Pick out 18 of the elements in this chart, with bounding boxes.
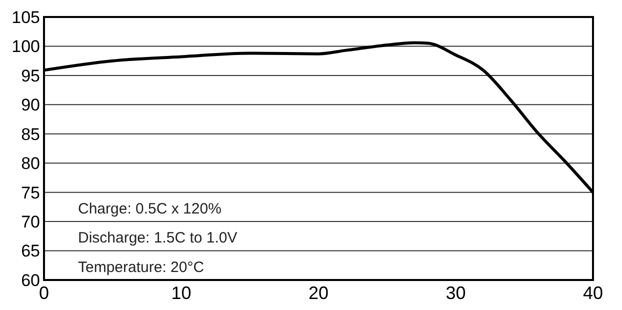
y-tick-label: 105 — [12, 8, 40, 27]
x-tick-label: 20 — [308, 283, 329, 303]
x-tick-label: 30 — [446, 283, 466, 303]
annotation: Discharge: 1.5C to 1.0V — [78, 230, 238, 247]
y-tick-label: 60 — [21, 270, 40, 290]
y-tick-label: 70 — [21, 212, 40, 232]
y-tick-label: 75 — [21, 183, 40, 202]
y-tick-label: 95 — [21, 66, 40, 86]
y-tick-label: 85 — [21, 124, 40, 144]
y-tick-label: 90 — [21, 96, 40, 115]
y-tick-label: 100 — [12, 37, 40, 56]
x-tick-label: 40 — [582, 283, 604, 303]
annotation: Temperature: 20°C — [78, 259, 204, 276]
y-tick-label: 65 — [21, 242, 40, 261]
y-tick-label: 80 — [21, 154, 40, 174]
annotation: Charge: 0.5C x 120% — [78, 200, 222, 218]
x-tick-label: 0 — [38, 283, 50, 303]
x-tick-label: 10 — [171, 283, 192, 303]
